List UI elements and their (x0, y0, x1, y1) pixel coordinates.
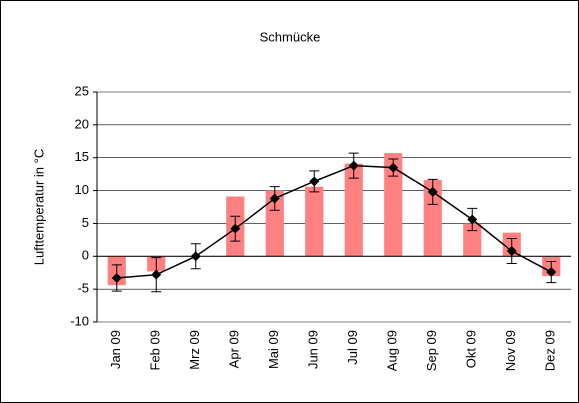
point (151, 269, 162, 280)
chart-title: Schmücke (260, 29, 321, 44)
y-axis-label: Lufttemperatur in °C (31, 149, 46, 265)
x-tick-label: Sep 09 (424, 330, 439, 371)
y-tick-label: 20 (75, 116, 89, 131)
point (506, 246, 517, 257)
x-tick-label: Okt 09 (464, 330, 479, 368)
line (116, 164, 552, 279)
point (190, 251, 201, 262)
bar (344, 163, 363, 257)
bar (305, 186, 324, 257)
y-tick-label: 0 (82, 248, 89, 263)
point (348, 160, 359, 171)
x-tick-label: Mai 09 (266, 330, 281, 369)
x-tick-label: Dez 09 (543, 330, 558, 371)
x-tick-label: Jan 09 (108, 330, 123, 369)
y-tick-label: 15 (75, 149, 89, 164)
y-tick-label: 25 (75, 83, 89, 98)
bar (463, 223, 482, 257)
x-tick-label: Feb 09 (148, 330, 163, 370)
x-tick-label: Jun 09 (306, 330, 321, 369)
x-tick-label: Nov 09 (503, 330, 518, 371)
bar (384, 153, 403, 257)
point (230, 223, 241, 234)
point (546, 267, 557, 278)
point (388, 162, 399, 173)
point (111, 272, 122, 283)
bar (423, 180, 442, 257)
y-tick-label: -10 (70, 313, 89, 328)
y-tick-label: -5 (77, 281, 89, 296)
point (269, 193, 280, 204)
point (467, 214, 478, 225)
x-tick-label: Mrz 09 (187, 330, 202, 370)
y-tick-label: 10 (75, 182, 89, 197)
x-tick-label: Aug 09 (385, 330, 400, 371)
bar (265, 190, 284, 257)
x-tick-label: Apr 09 (227, 330, 242, 368)
x-tick-label: Jul 09 (345, 330, 360, 365)
point (427, 186, 438, 197)
point (309, 176, 320, 187)
y-tick-label: 5 (82, 215, 89, 230)
